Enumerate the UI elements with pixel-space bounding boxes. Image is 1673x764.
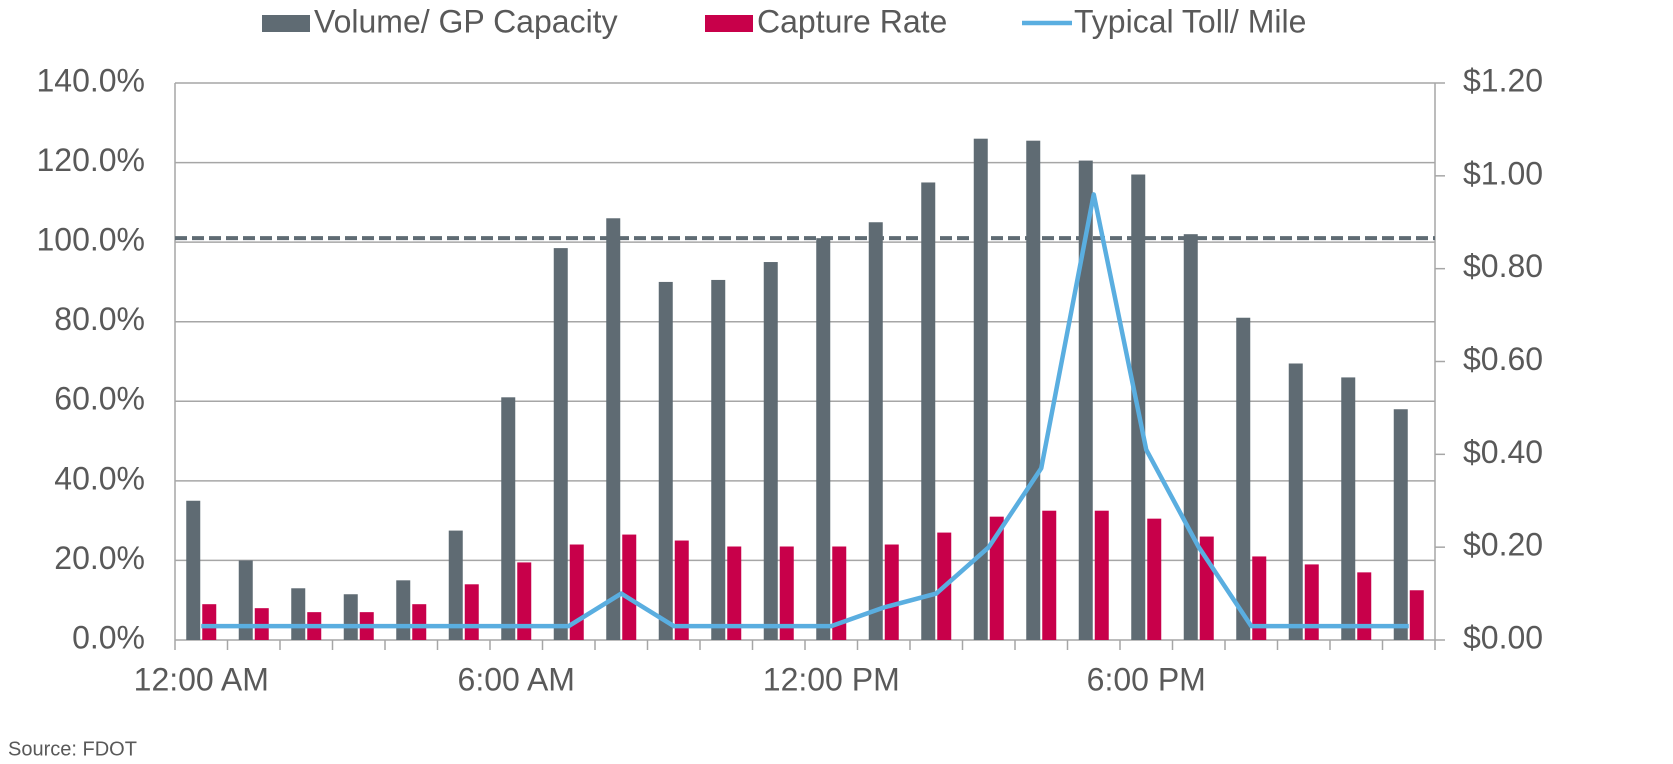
y2-tick-label: $0.40 (1463, 434, 1543, 470)
bar (779, 546, 794, 640)
bar (1409, 590, 1424, 640)
y-tick-label: 40.0% (54, 460, 145, 496)
y-tick-label: 60.0% (54, 381, 145, 417)
y-tick-label: 80.0% (54, 301, 145, 337)
bar (727, 546, 742, 640)
y-tick-label: 120.0% (36, 142, 145, 178)
y2-tick-label: $0.80 (1463, 248, 1543, 284)
bar (501, 397, 516, 640)
y2-tick-label: $1.20 (1463, 62, 1543, 98)
x-tick-label: 12:00 AM (134, 661, 269, 697)
y2-tick-label: $0.00 (1463, 619, 1543, 655)
bar (921, 182, 936, 640)
bar (396, 580, 411, 640)
bar (816, 238, 831, 640)
bar (989, 516, 1004, 640)
bar (1357, 572, 1372, 640)
bar (186, 500, 201, 640)
legend-swatch (705, 15, 753, 32)
bar (202, 604, 217, 640)
y2-tick-label: $1.00 (1463, 155, 1543, 191)
bar (1288, 363, 1303, 640)
bar (1042, 510, 1057, 640)
y2-tick-label: $0.20 (1463, 527, 1543, 563)
legend-label: Typical Toll/ Mile (1074, 3, 1306, 39)
bar (1026, 140, 1041, 641)
bar (343, 594, 358, 640)
bar (1147, 518, 1162, 640)
x-tick-label: 12:00 PM (763, 661, 900, 697)
bar (1236, 317, 1251, 640)
bar (973, 138, 988, 640)
y2-tick-label: $0.60 (1463, 341, 1543, 377)
bar (412, 604, 427, 640)
y-tick-label: 140.0% (36, 62, 145, 98)
x-tick-label: 6:00 AM (458, 661, 575, 697)
bar (464, 584, 479, 640)
bar (1341, 377, 1356, 640)
legend-label: Volume/ GP Capacity (314, 3, 618, 39)
y-tick-label: 0.0% (72, 619, 145, 655)
bar (622, 534, 637, 640)
bar (658, 281, 673, 640)
bar (832, 546, 847, 640)
bar (291, 588, 306, 640)
legend-swatch (262, 15, 310, 32)
bar (448, 530, 463, 640)
bar (553, 248, 568, 640)
legend-label: Capture Rate (757, 3, 947, 39)
y-tick-label: 100.0% (36, 222, 145, 258)
bar (1078, 160, 1093, 640)
source-note: Source: FDOT (8, 738, 137, 760)
bar (1393, 409, 1408, 640)
line-series (201, 192, 1409, 629)
bar (674, 540, 689, 640)
x-tick-label: 6:00 PM (1087, 661, 1206, 697)
bar (884, 544, 899, 640)
bar (763, 262, 778, 640)
y-tick-label: 20.0% (54, 540, 145, 576)
bar (606, 218, 621, 640)
bar (569, 544, 584, 640)
bar (1252, 556, 1267, 640)
bar (517, 562, 532, 640)
bar (1094, 510, 1109, 640)
bar (1304, 564, 1319, 640)
bar (711, 279, 726, 640)
bar (868, 222, 883, 640)
bar (1183, 234, 1198, 640)
bar (238, 560, 253, 640)
